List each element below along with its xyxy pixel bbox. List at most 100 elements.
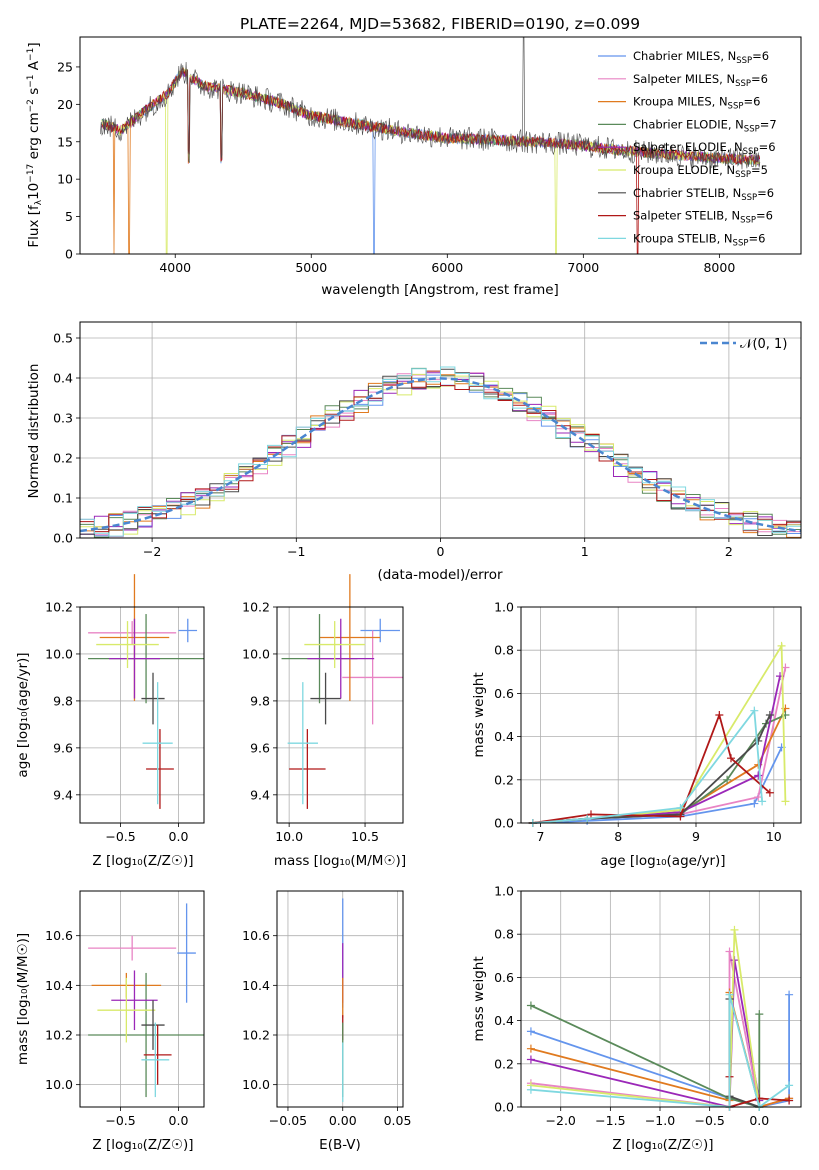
ageZ-ytick-label: 9.6 [53, 740, 73, 755]
legend-ssp-sub: SSP [735, 79, 751, 89]
legend-ssp-count: =5 [751, 163, 768, 177]
spec-xtick-label: 7000 [567, 260, 599, 275]
wAge-point-marker [754, 736, 763, 745]
spec-xtick-label: 4000 [159, 260, 191, 275]
wAge-xtick-label: 7 [536, 829, 544, 844]
mE-xtick-label: 0.05 [384, 1113, 412, 1128]
mZ-xlabel: Z [log₁₀(Z/Z☉)] [92, 1137, 193, 1153]
mZ-ytick-label: 10.2 [45, 1028, 73, 1043]
legend-ssp-sub: SSP [733, 238, 749, 248]
wZ-series-line [530, 959, 761, 1109]
wAge-ytick-label: 0.4 [494, 729, 514, 744]
wAge-series-line [532, 712, 771, 824]
legend-entry: Chabrier MILES, NSSP=6 [633, 49, 769, 66]
normal-legend-label: 𝒩(0, 1) [740, 337, 787, 352]
legend-model-name: Kroupa ELODIE, N [633, 163, 735, 177]
ageM-ytick-label: 9.4 [250, 787, 270, 802]
ageM-xlabel: mass [log₁₀(M/M☉)] [274, 853, 406, 869]
hist-ytick-label: 0.1 [53, 491, 73, 506]
wZ-ytick-label: 0.8 [494, 927, 514, 942]
legend-ssp-count: =6 [748, 231, 765, 245]
wZ-point-marker [526, 1055, 535, 1064]
legend-ssp-count: =6 [752, 49, 769, 63]
ageZ-frame [79, 606, 205, 824]
ageZ-ytick-label: 9.8 [53, 693, 73, 708]
legend-ssp-count: =7 [760, 117, 777, 131]
histogram-step [80, 373, 801, 535]
ageM-xtick-label: 10.5 [351, 829, 379, 844]
spec-ytick-label: 5 [65, 209, 73, 224]
wZ-point-marker [755, 1010, 764, 1019]
ageZ-ytick-label: 10.0 [45, 646, 73, 661]
wZ-xtick-label: −2.0 [546, 1113, 576, 1128]
ageM-ytick-label: 9.8 [250, 693, 270, 708]
legend-entry: Salpeter ELODIE, NSSP=6 [633, 140, 776, 157]
spec-xtick-label: 8000 [703, 260, 735, 275]
wZ-ytick-label: 1.0 [494, 884, 514, 899]
age-vs-metallicity-panel: −0.5 0.0 9.4 9.6 9.8 10.0 10.2 [45, 574, 205, 844]
ageM-ytick-label: 10.0 [242, 646, 270, 661]
legend-ssp-sub: SSP [743, 147, 759, 157]
wAge-series-line [532, 708, 763, 824]
legend-model-name: Kroupa STELIB, N [633, 231, 733, 245]
mE-ytick-label: 10.2 [242, 1028, 270, 1043]
legend-ssp-sub: SSP [741, 193, 757, 203]
legend-ssp-count: =6 [759, 140, 776, 154]
mE-xtick-label: 0.00 [329, 1113, 357, 1128]
wZ-point-marker [526, 1027, 535, 1036]
wZ-point-marker [725, 990, 734, 999]
legend-model-name: Salpeter STELIB, N [633, 209, 740, 223]
hist-xtick-label: −2 [143, 544, 161, 559]
hist-ytick-label: 0.3 [53, 411, 73, 426]
legend-ssp-count: =6 [757, 186, 774, 200]
wAge-point-marker [758, 797, 767, 806]
legend-ssp-sub: SSP [736, 56, 752, 66]
legend-ssp-count: =6 [756, 209, 773, 223]
legend-model-name: Salpeter ELODIE, N [633, 140, 743, 154]
spec-ytick-label: 0 [65, 247, 73, 262]
legend-entry: Chabrier ELODIE, NSSP=7 [633, 117, 777, 134]
wZ-xtick-label: −1.0 [645, 1113, 675, 1128]
histogram-step [80, 366, 801, 537]
figure-title: PLATE=2264, MJD=53682, FIBERID=0190, z=0… [240, 15, 640, 33]
wAge-series-line [532, 708, 787, 824]
spectrum-xlabel: wavelength [Angstrom, rest frame] [321, 282, 559, 298]
mZ-ytick-label: 10.4 [45, 978, 73, 993]
ageZ-xlabel: Z [log₁₀(Z/Z☉)] [92, 853, 193, 869]
wAge-series-line [532, 667, 787, 824]
wZ-ytick-label: 0.0 [494, 1100, 514, 1115]
hist-xtick-label: 2 [725, 544, 733, 559]
hist-xtick-label: −1 [287, 544, 305, 559]
mZ-xtick-label: −0.5 [105, 1113, 135, 1128]
wAge-point-marker [583, 814, 592, 823]
wAge-point-marker [676, 812, 685, 821]
wZ-point-marker [730, 925, 739, 934]
wAge-point-marker [676, 803, 685, 812]
mass-vs-ebv-panel: −0.05 0.00 0.05 10.0 10.2 10.4 10.6 [242, 890, 412, 1128]
legend-entry: Kroupa STELIB, NSSP=6 [633, 231, 765, 248]
legend-entry: Kroupa ELODIE, NSSP=5 [633, 163, 768, 180]
wZ-point-marker [785, 1081, 794, 1090]
hist-xtick-label: 1 [581, 544, 589, 559]
hist-ytick-label: 0.0 [53, 531, 73, 546]
wAge-xtick-label: 8 [614, 829, 622, 844]
ageZ-ytick-label: 9.4 [53, 787, 73, 802]
wAge-series-line [532, 714, 786, 824]
ageM-ytick-label: 10.2 [242, 600, 270, 615]
legend-ssp-sub: SSP [728, 102, 744, 112]
normal-pdf-curve [79, 377, 802, 533]
hist-xlabel: (data-model)/error [377, 567, 503, 583]
hist-legend: 𝒩(0, 1) [700, 337, 787, 352]
legend-model-name: Chabrier STELIB, N [633, 186, 741, 200]
wZ-ytick-label: 0.4 [494, 1013, 514, 1028]
legend-model-name: Kroupa MILES, N [633, 95, 728, 109]
mZ-ytick-label: 10.6 [45, 928, 73, 943]
legend-ssp-sub: SSP [744, 124, 760, 134]
ageM-xtick-label: 10.0 [275, 829, 303, 844]
legend-ssp-count: =6 [751, 72, 768, 86]
wZ-point-marker [526, 1085, 535, 1094]
wZ-point-marker [526, 1044, 535, 1053]
wZ-xlabel: Z [log₁₀(Z/Z☉)] [612, 1137, 713, 1153]
spectrum-model-line [100, 36, 761, 171]
